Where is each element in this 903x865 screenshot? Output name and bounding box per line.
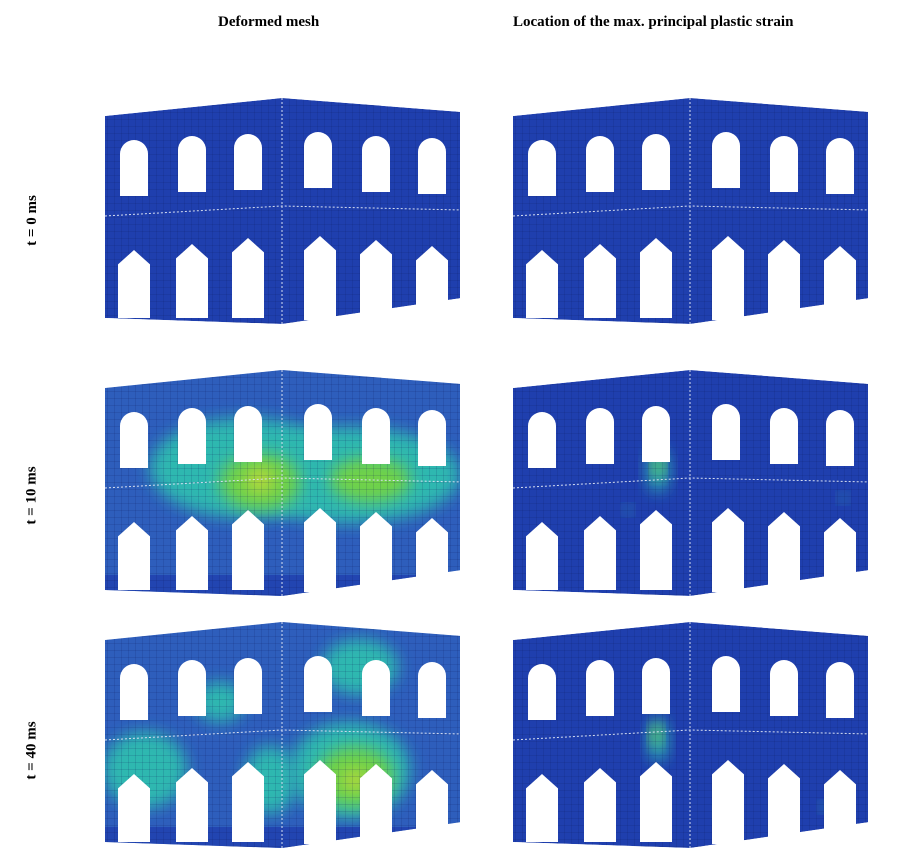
panel-mesh-t10 [100, 370, 460, 610]
row-label-t10: t = 10 ms [23, 465, 40, 525]
panel-mesh-t40 [100, 622, 460, 862]
panel-mesh-t0 [100, 98, 460, 338]
row-label-t40: t = 40 ms [23, 720, 40, 780]
panel-strain-t40 [508, 622, 868, 862]
row-label-t0: t = 0 ms [23, 194, 40, 246]
panel-strain-t0 [508, 98, 868, 338]
panel-strain-t10 [508, 370, 868, 610]
column-title-plastic-strain: Location of the max. principal plastic s… [513, 14, 794, 30]
column-title-deformed-mesh: Deformed mesh [218, 14, 320, 30]
